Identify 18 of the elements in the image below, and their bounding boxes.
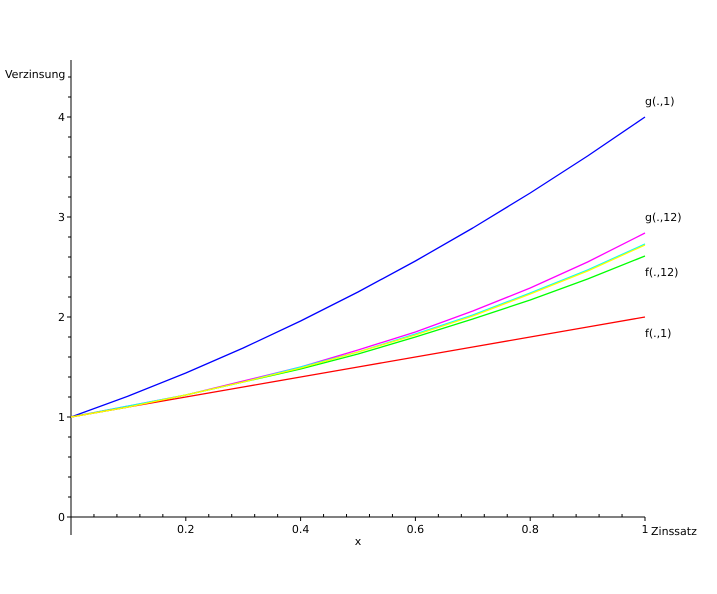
y-tick-label: 4 [58,111,65,124]
text: Zinssatz [651,525,698,538]
y-axis-title: Verzinsung [5,68,66,81]
x-tick-label: 1 [642,523,648,536]
y-tick-label: 2 [58,311,65,324]
series-label: g(.,12) [645,211,682,224]
series-label: f(.,12) [645,266,678,279]
line-series [70,116,646,418]
y-tick-label: 3 [58,211,65,224]
series-label: f(.,1) [645,327,672,340]
y-tick-label: 1 [58,411,65,424]
x-tick-label: 0.4 [292,523,310,536]
x-tick-label: 0.6 [406,523,424,536]
x-axis-title: x [354,535,362,548]
x-tick-label: 0.8 [521,523,539,536]
y-tick-label: 0 [58,511,65,524]
series-label: g(.,1) [645,95,675,108]
x-tick-label: 0.2 [177,523,195,536]
